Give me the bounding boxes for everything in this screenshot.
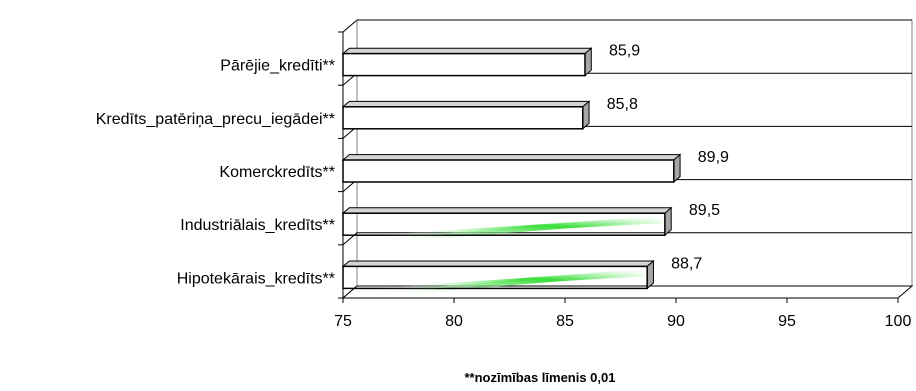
category-label: Kredīts_patēriņa_precu_iegādei** xyxy=(96,111,335,128)
bar-front xyxy=(342,159,675,183)
plot-walls xyxy=(341,18,914,300)
bar-top xyxy=(341,100,591,108)
gridline xyxy=(342,232,912,246)
tick-label: 95 xyxy=(778,313,796,330)
bar-top xyxy=(341,154,682,161)
bar-top xyxy=(341,260,655,267)
bars xyxy=(341,47,682,295)
bar xyxy=(341,100,591,130)
category-label: Komerckredīts** xyxy=(219,164,335,181)
tick-label: 90 xyxy=(667,313,685,330)
tick-label: 80 xyxy=(445,313,463,330)
tick-label: 75 xyxy=(334,313,352,330)
x-axis xyxy=(338,31,899,303)
category-labels: Hipotekārais_kredīts** Industriālais_kred… xyxy=(96,58,335,288)
data-label: 85,9 xyxy=(609,43,640,60)
bar-glow xyxy=(373,269,646,289)
tick-labels: 75 80 85 90 95 100 xyxy=(334,313,911,330)
bar-front xyxy=(342,265,648,290)
bar-side xyxy=(582,100,590,130)
data-label: 85,8 xyxy=(607,96,638,113)
bar-side xyxy=(664,206,672,237)
bar-top xyxy=(341,207,673,214)
bar-top xyxy=(341,47,593,55)
bar-side xyxy=(646,259,654,290)
bar xyxy=(341,206,673,242)
tick-label: 85 xyxy=(556,313,574,330)
data-label: 88,7 xyxy=(671,255,702,272)
bar-front xyxy=(342,106,584,130)
bar-side xyxy=(584,47,592,77)
bar-front xyxy=(342,212,666,236)
category-label: Pārējie_kredīti** xyxy=(220,58,335,75)
footnote: **nozīmības līmenis 0,01 xyxy=(464,370,615,385)
data-label: 89,5 xyxy=(689,202,720,219)
tick-label: 100 xyxy=(885,313,912,330)
bar-glow xyxy=(373,216,663,236)
category-label: Industriālais_kredīts** xyxy=(180,217,335,234)
data-label: 89,9 xyxy=(698,149,729,166)
bar xyxy=(341,153,682,184)
bar xyxy=(341,47,593,77)
bar xyxy=(341,259,655,295)
data-labels: 88,7 89,5 89,9 85,8 85,9 xyxy=(607,43,729,273)
bar-side xyxy=(673,153,681,184)
bar-front xyxy=(342,52,586,77)
category-label: Hipotekārais_kredīts** xyxy=(177,270,335,287)
